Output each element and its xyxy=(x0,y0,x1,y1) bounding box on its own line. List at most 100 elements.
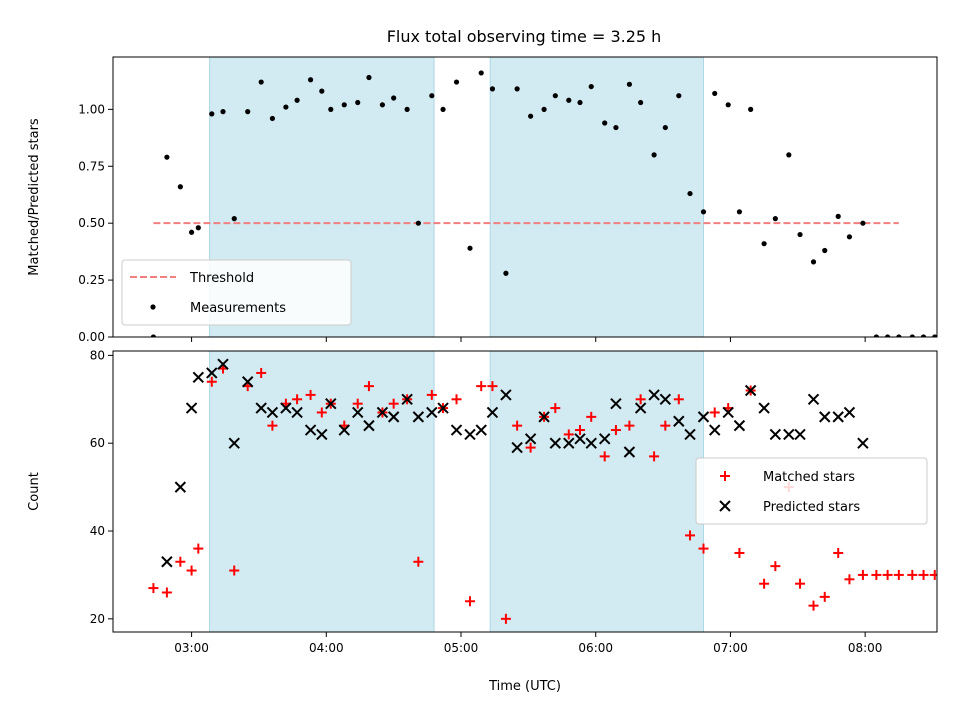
matched-star-point xyxy=(624,420,635,431)
matched-star-point xyxy=(426,389,437,400)
measurement-point xyxy=(453,79,460,85)
matched-star-point xyxy=(451,394,462,405)
predicted-star-point xyxy=(475,424,487,436)
legend-predicted-swatch xyxy=(719,500,731,512)
predicted-star-point xyxy=(549,437,562,449)
predicted-star-point xyxy=(376,406,389,419)
y-tick-label: 0.00 xyxy=(78,330,105,344)
measurement-point xyxy=(341,102,347,108)
axes-frame xyxy=(112,350,938,633)
measurement-point xyxy=(319,88,325,94)
predicted-star-point xyxy=(709,424,721,436)
x-axis-label: Time (UTC) xyxy=(488,679,561,694)
predicted-star-point xyxy=(500,389,512,401)
legend-matched-swatch xyxy=(720,471,730,481)
matched-star-point xyxy=(635,394,646,405)
measurement-point xyxy=(294,97,300,103)
predicted-star-point xyxy=(387,411,400,423)
measurement-point xyxy=(503,270,509,276)
matched-star-point xyxy=(943,570,953,580)
measurement-point xyxy=(440,106,446,112)
matched-star-point xyxy=(882,569,893,580)
legend-predicted-label: Predicted stars xyxy=(763,500,860,515)
y-axis-label: Matched/Predicted stars xyxy=(27,118,42,276)
measurement-point xyxy=(220,109,226,115)
measurement-point xyxy=(946,334,951,339)
matched-star-point xyxy=(833,547,844,558)
measurement-point xyxy=(467,245,473,251)
predicted-star-point xyxy=(794,428,806,441)
measurement-point xyxy=(245,109,251,115)
predicted-star-point xyxy=(807,393,820,406)
predicted-star-point xyxy=(280,402,292,414)
matched-star-point xyxy=(550,403,561,414)
measurement-point xyxy=(404,106,410,112)
x-tick-label: 04:00 xyxy=(309,641,344,655)
predicted-star-point xyxy=(634,402,647,414)
measurement-point xyxy=(307,77,314,83)
predicted-star-point xyxy=(363,419,375,432)
predicted-star-point xyxy=(228,437,240,449)
predicted-star-point xyxy=(563,437,575,449)
x-tick-label: 08:00 xyxy=(848,641,883,655)
predicted-star-point xyxy=(242,376,254,388)
measurement-point xyxy=(489,86,496,92)
y-tick-label: 80 xyxy=(90,348,105,362)
count-panel: 03:00 04:00 05:00 06:00 07:00 08:00 20 40 60 80 Co… xyxy=(27,348,960,694)
y-tick-label: 1.00 xyxy=(78,102,105,116)
matched-star-point xyxy=(610,425,621,436)
measurement-point xyxy=(638,99,644,106)
matched-star-point xyxy=(161,587,172,598)
x-tick-label: 06:00 xyxy=(578,641,613,655)
predicted-star-point xyxy=(291,406,303,419)
predicted-star-point xyxy=(316,428,328,441)
predicted-star-point xyxy=(486,406,499,419)
predicted-star-point xyxy=(325,397,337,410)
predicted-star-point xyxy=(217,358,229,370)
matched-star-point xyxy=(954,570,960,580)
matched-star-point xyxy=(770,561,781,572)
matched-star-point xyxy=(487,381,498,392)
matched-star-point xyxy=(193,543,204,554)
measurement-point xyxy=(613,124,619,131)
matched-star-point xyxy=(819,591,830,602)
matched-star-point xyxy=(599,451,610,462)
axes-frame xyxy=(112,56,938,338)
measurement-point xyxy=(150,334,157,337)
measurement-point xyxy=(514,86,520,92)
matched-star-point xyxy=(256,367,267,378)
matched-star-point xyxy=(918,569,929,580)
matched-star-point xyxy=(363,381,374,392)
y-tick-label: 40 xyxy=(90,524,105,538)
predicted-star-point xyxy=(352,406,364,419)
matched-star-point xyxy=(413,556,424,567)
predicted-star-point xyxy=(192,371,205,384)
measurement-point xyxy=(822,247,828,254)
matched-star-point xyxy=(563,429,574,440)
predicted-star-point xyxy=(648,389,660,401)
measurement-point xyxy=(736,209,743,215)
matched-star-point xyxy=(175,556,186,567)
matched-star-point xyxy=(229,565,240,576)
measurement-point xyxy=(379,102,386,108)
predicted-star-point xyxy=(412,411,425,423)
measurement-point xyxy=(164,154,170,160)
matched-star-point xyxy=(575,425,586,436)
measurement-point xyxy=(602,120,608,126)
predicted-star-point xyxy=(758,402,770,414)
matched-star-point xyxy=(893,569,904,580)
plot-area xyxy=(150,70,951,339)
measurement-point xyxy=(566,97,572,103)
predicted-star-point xyxy=(266,406,279,419)
matched-star-point xyxy=(267,420,278,431)
measurement-point xyxy=(626,81,633,87)
measurement-point xyxy=(541,106,547,112)
legend-measurement-label: Measurements xyxy=(190,301,286,316)
observing-window-2 xyxy=(489,350,704,633)
predicted-star-point xyxy=(185,402,198,414)
measurement-point xyxy=(577,99,583,106)
predicted-star-point xyxy=(610,397,622,410)
matched-star-point xyxy=(148,583,159,594)
measurement-point xyxy=(687,190,693,197)
